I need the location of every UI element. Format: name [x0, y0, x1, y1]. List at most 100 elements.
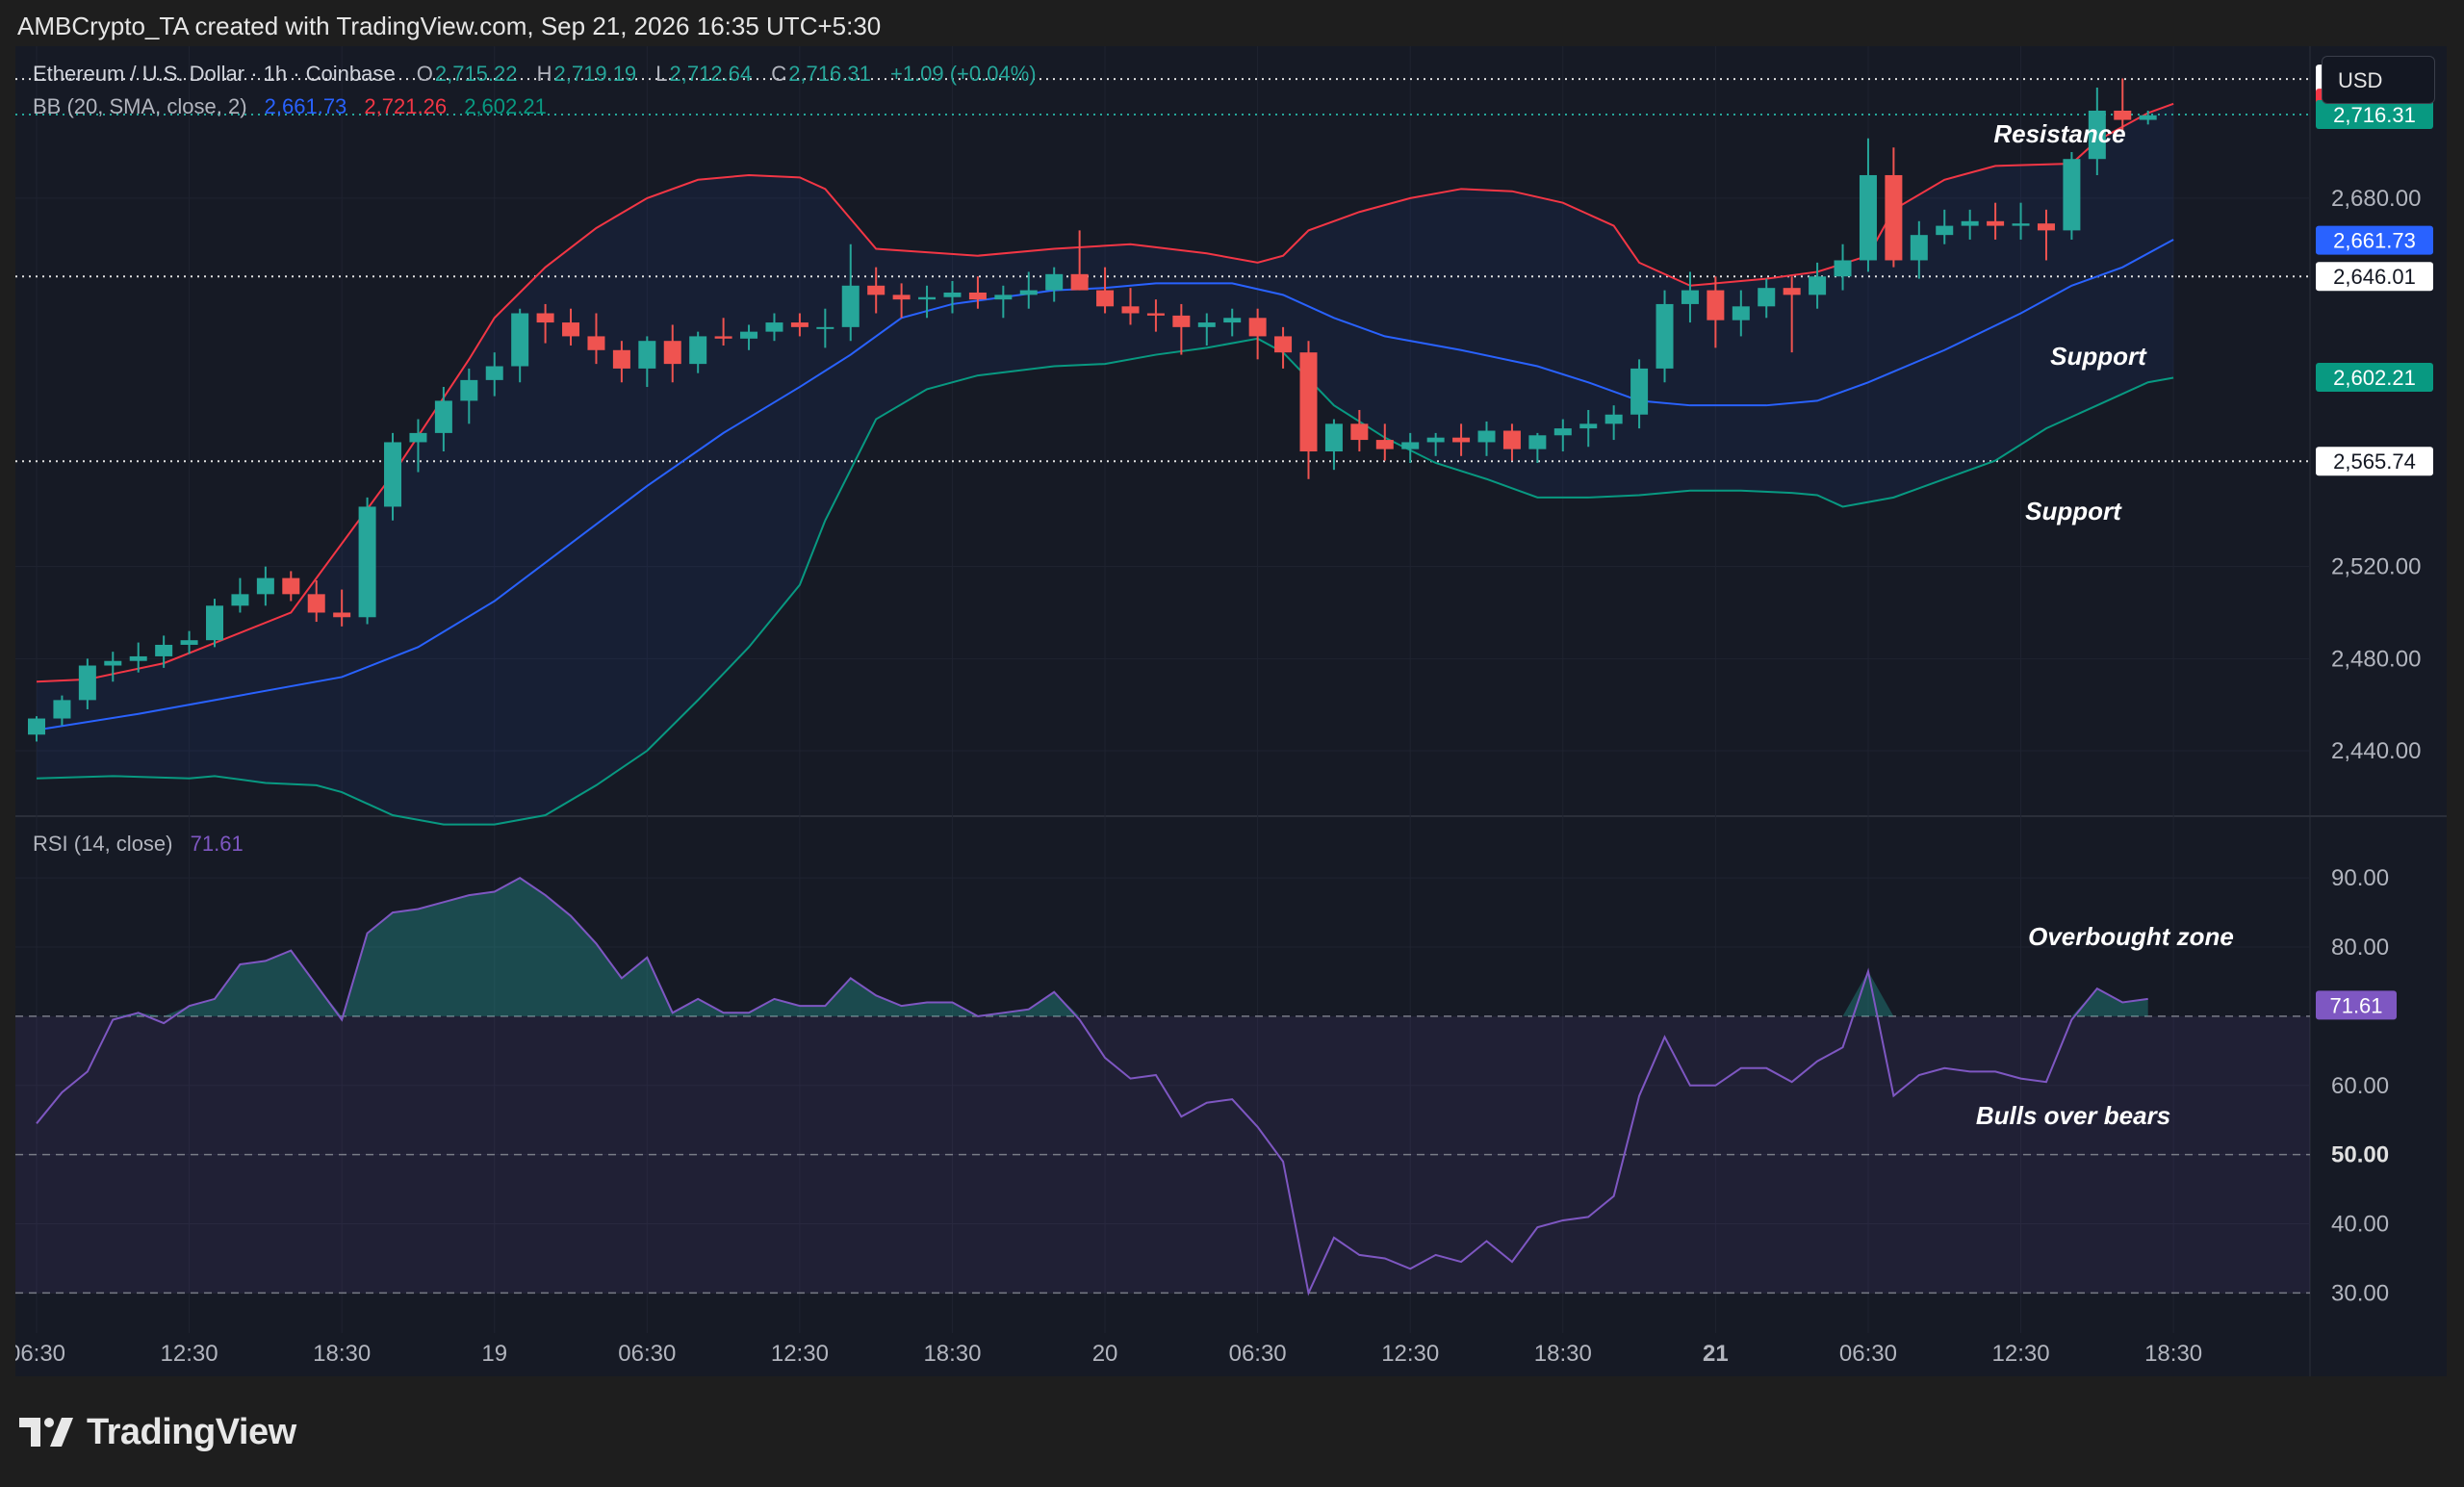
candle-body [689, 336, 707, 365]
candle-body [1936, 225, 1954, 236]
candle-body [358, 506, 376, 618]
candle-body [1656, 303, 1674, 369]
candle-body [2114, 110, 2132, 120]
price-tag-box [2316, 447, 2433, 476]
rsi-tick-label: 90.00 [2331, 865, 2389, 891]
rsi-tag-box [2316, 990, 2397, 1020]
candle-body [1579, 423, 1598, 429]
candle-body [740, 331, 758, 339]
bollinger-band-fill [37, 103, 2174, 825]
candle-body [1019, 290, 1038, 295]
candle-body [333, 612, 351, 618]
legend-h-label: H [536, 62, 552, 86]
legend-bb-upper: 2,721.26 [364, 94, 448, 118]
candle-body [78, 665, 96, 701]
candle-body [1121, 306, 1140, 314]
candle-body [1553, 428, 1572, 436]
x-tick-label: 18:30 [923, 1341, 981, 1367]
candle-body [918, 296, 937, 300]
candle-body [1045, 273, 1064, 291]
candle-body [1630, 368, 1649, 415]
annotations: Resistance Support Support Overbought zone B… [1976, 119, 2234, 1130]
candle-body [968, 292, 987, 300]
candle-body [2139, 115, 2157, 120]
candle-body [1426, 437, 1445, 443]
bb-basis-line [36, 239, 2174, 731]
candle-body [511, 313, 529, 367]
legend-price: Ethereum / U.S. Dollar · 1h · Coinbase O… [33, 62, 1039, 87]
annotation-resistance: Resistance [1993, 119, 2125, 148]
annotation-overbought: Overbought zone [2028, 922, 2234, 951]
tradingview-brand[interactable]: TradingView [19, 1411, 296, 1453]
currency-button[interactable]: USD [2322, 56, 2435, 104]
x-tick-label: 19 [481, 1341, 507, 1367]
candle-body [765, 322, 783, 332]
candle-body [1096, 290, 1115, 307]
rsi-tick-label: 50.00 [2331, 1142, 2389, 1168]
x-tick-label: 18:30 [313, 1341, 371, 1367]
candle-body [384, 442, 402, 507]
candle-body [1834, 260, 1852, 277]
candle-body [256, 577, 274, 595]
x-tick-label: 18:30 [2144, 1341, 2202, 1367]
candle-body [1910, 235, 1928, 261]
price-tag-label: 2,661.73 [2333, 229, 2416, 253]
x-tick-label: 12:30 [161, 1341, 218, 1367]
candle-body [943, 292, 962, 297]
price-tick-label: 2,520.00 [2331, 554, 2421, 580]
legend-symbol: Ethereum / U.S. Dollar · 1h · Coinbase [33, 62, 396, 86]
candle-body [434, 400, 452, 433]
rsi-line [36, 876, 2148, 1296]
legend-l-value: 2,712.64 [669, 62, 753, 86]
price-tag-box [2316, 262, 2433, 292]
candle-body [1452, 437, 1471, 443]
tradingview-logo-icon [19, 1418, 73, 1447]
legend-rsi: RSI (14, close) 71.61 [33, 832, 245, 857]
candle-body [307, 594, 325, 613]
candle-body [1885, 174, 1903, 261]
legend-bb-label: BB (20, SMA, close, 2) [33, 94, 247, 118]
legend-c-label: C [771, 62, 787, 86]
candle-body [409, 432, 427, 443]
candle-body [1223, 318, 1242, 323]
bollinger-lines [36, 102, 2174, 826]
legend-o-label: O [416, 62, 433, 86]
candle-body [790, 322, 808, 327]
candle-body [1248, 318, 1267, 337]
rsi-tag-label: 71.61 [2329, 993, 2382, 1017]
price-tick-label: 2,480.00 [2331, 646, 2421, 672]
candle-body [612, 349, 630, 369]
candle-body [1732, 306, 1750, 320]
candle-body [892, 295, 911, 300]
candle-body [1172, 315, 1191, 327]
candle-body [155, 644, 173, 656]
price-tag-box [2316, 362, 2433, 392]
chart-svg[interactable]: 06:30 12:30 18:30 19 06:30 12:30 18:30 20 06:30 1… [8, 46, 2447, 1376]
candle-body [1401, 442, 1420, 449]
candle-body [2063, 159, 2081, 231]
candle-body [129, 655, 147, 661]
candle-body [562, 322, 580, 337]
chart-panel[interactable]: 06:30 12:30 18:30 19 06:30 12:30 18:30 20 06:30 1… [8, 46, 2447, 1376]
x-tick-label: 06:30 [15, 1341, 65, 1367]
candle-body [1324, 423, 1343, 452]
candle-body [1528, 435, 1547, 449]
candle-body [1477, 430, 1496, 443]
candle-body [714, 336, 732, 339]
legend-bb: BB (20, SMA, close, 2) 2,661.73 2,721.26… [33, 94, 549, 119]
candle-body [2037, 223, 2055, 231]
candles [28, 78, 2157, 742]
rsi-tick-label: 80.00 [2331, 935, 2389, 961]
candle-body [663, 341, 681, 365]
x-tick-label: 06:30 [1839, 1341, 1897, 1367]
candle-body [206, 605, 224, 641]
legend-l-label: L [655, 62, 668, 86]
candle-body [28, 718, 45, 735]
price-tick-label: 2,680.00 [2331, 186, 2421, 212]
annotation-bulls: Bulls over bears [1976, 1101, 2170, 1130]
candle-body [1197, 322, 1216, 327]
price-tick-label: 2,440.00 [2331, 738, 2421, 764]
candle-body [1783, 288, 1801, 295]
x-tick-label: 06:30 [1229, 1341, 1287, 1367]
